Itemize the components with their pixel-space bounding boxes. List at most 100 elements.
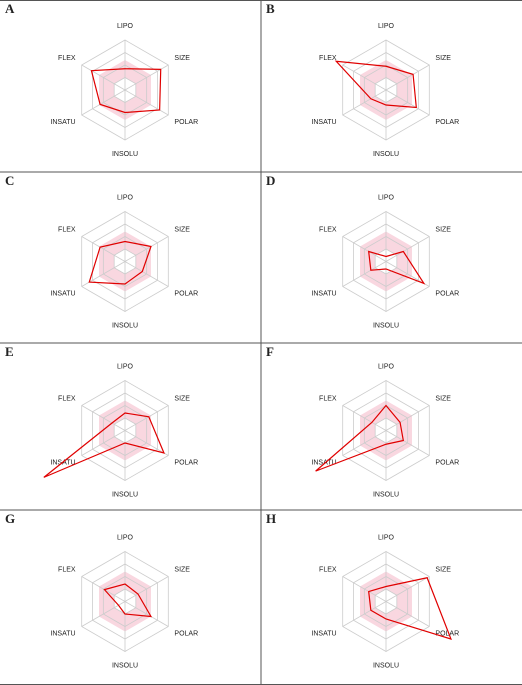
spoke	[342, 64, 387, 91]
axis-label: FLEX	[58, 226, 76, 233]
axis-label: FLEX	[319, 55, 337, 62]
panel-label: F	[266, 344, 274, 359]
spoke	[342, 236, 387, 262]
axis-label: LIPO	[378, 363, 395, 370]
axis-label: INSOLU	[373, 662, 399, 669]
data-polygon	[334, 60, 417, 109]
axis-label: INSATU	[311, 459, 336, 466]
axis-label: SIZE	[435, 566, 451, 573]
data-polygon	[103, 583, 153, 618]
axis-label: INSOLU	[112, 491, 138, 498]
optimal-range	[360, 60, 412, 120]
axis-label: INSOLU	[112, 662, 138, 669]
axis-label: LIPO	[378, 194, 395, 201]
optimal-range	[99, 231, 151, 292]
radar-chart: H LIPO SIZE POLAR INSOLU INSATU FLEX	[266, 511, 459, 669]
axis-label: INSOLU	[373, 151, 399, 158]
axis-label: FLEX	[58, 55, 76, 62]
data-polygon	[90, 68, 162, 114]
panel-label: H	[266, 511, 276, 526]
data-polygon	[368, 577, 452, 640]
spoke	[81, 89, 126, 116]
axis-label: FLEX	[319, 566, 337, 573]
axis-label: LIPO	[117, 363, 134, 370]
axis-label: INSOLU	[373, 322, 399, 329]
spoke	[385, 236, 430, 262]
spoke	[124, 261, 169, 287]
radar-chart: F LIPO SIZE POLAR INSOLU INSATU FLEX	[266, 344, 459, 498]
spoke	[342, 405, 387, 431]
axis-label: INSOLU	[373, 491, 399, 498]
axis-label: INSATU	[311, 290, 336, 297]
spoke	[342, 261, 387, 287]
data-polygon	[367, 250, 426, 285]
panel-label: E	[5, 344, 14, 359]
axis-label: POLAR	[435, 459, 459, 466]
panel-label: C	[5, 173, 14, 188]
axis-label: LIPO	[117, 194, 134, 201]
spoke	[124, 430, 169, 456]
axis-label: POLAR	[174, 290, 198, 297]
spoke	[342, 89, 387, 116]
axis-label: SIZE	[435, 395, 451, 402]
data-polygon	[43, 412, 165, 478]
panel-label: G	[5, 511, 15, 526]
axis-label: INSATU	[50, 290, 75, 297]
optimal-range	[360, 571, 412, 632]
panel-label: A	[5, 1, 15, 16]
spoke	[81, 236, 126, 262]
optimal-range	[99, 571, 151, 632]
radar-chart: A LIPO SIZE POLAR INSOLU INSATU FLEX	[5, 1, 198, 158]
axis-label: LIPO	[378, 534, 395, 541]
axis-label: INSOLU	[112, 322, 138, 329]
axis-label: FLEX	[319, 226, 337, 233]
radar-chart: B LIPO SIZE POLAR INSOLU INSATU FLEX	[266, 1, 459, 158]
axis-label: SIZE	[435, 226, 451, 233]
axis-label: SIZE	[435, 55, 451, 62]
radar-chart: D LIPO SIZE POLAR INSOLU INSATU FLEX	[266, 173, 459, 329]
spoke	[342, 576, 387, 602]
axis-label: POLAR	[435, 630, 459, 637]
axis-label: SIZE	[174, 395, 190, 402]
radar-chart: C LIPO SIZE POLAR INSOLU INSATU FLEX	[5, 173, 198, 329]
axis-label: INSATU	[50, 119, 75, 126]
axis-label: POLAR	[174, 119, 198, 126]
axis-label: POLAR	[435, 290, 459, 297]
spoke	[124, 576, 169, 602]
axis-label: INSATU	[311, 119, 336, 126]
axis-label: POLAR	[174, 459, 198, 466]
spoke	[81, 576, 126, 602]
axis-label: SIZE	[174, 55, 190, 62]
data-polygon	[315, 404, 405, 472]
spoke	[81, 405, 126, 431]
axis-label: FLEX	[58, 395, 76, 402]
axis-label: LIPO	[378, 23, 395, 30]
optimal-range	[99, 60, 151, 120]
spoke	[385, 430, 430, 456]
axis-label: SIZE	[174, 566, 190, 573]
spoke	[385, 89, 430, 116]
optimal-range	[360, 400, 412, 461]
spoke	[124, 405, 169, 431]
spoke	[81, 601, 126, 627]
axis-label: POLAR	[435, 119, 459, 126]
axis-label: LIPO	[117, 534, 134, 541]
optimal-range	[360, 231, 412, 292]
data-polygon	[88, 240, 152, 285]
axis-label: LIPO	[117, 23, 134, 30]
spoke	[342, 430, 387, 456]
axis-label: SIZE	[174, 226, 190, 233]
panel-label: D	[266, 173, 275, 188]
axis-label: INSATU	[50, 630, 75, 637]
axis-label: INSOLU	[112, 151, 138, 158]
spoke	[385, 576, 430, 602]
radar-chart: G LIPO SIZE POLAR INSOLU INSATU FLEX	[5, 511, 198, 669]
axis-label: INSATU	[311, 630, 336, 637]
spoke	[81, 64, 126, 91]
axis-label: FLEX	[319, 395, 337, 402]
spoke	[124, 236, 169, 262]
spoke	[385, 601, 430, 627]
spoke	[385, 405, 430, 431]
